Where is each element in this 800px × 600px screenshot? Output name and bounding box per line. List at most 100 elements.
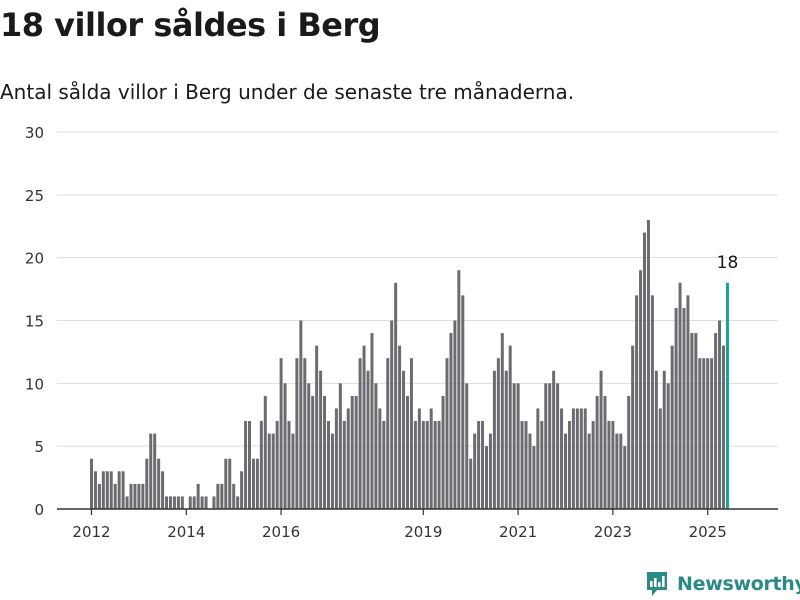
bar — [409, 358, 413, 509]
bar — [251, 458, 255, 509]
bar — [520, 421, 524, 509]
bar — [271, 433, 275, 509]
bar — [413, 421, 417, 509]
bar — [666, 383, 670, 509]
bar — [212, 496, 216, 509]
bar — [172, 496, 176, 509]
bar — [259, 421, 263, 509]
bar — [643, 232, 646, 510]
bar — [228, 458, 232, 509]
bar — [698, 358, 702, 509]
bar — [236, 496, 240, 509]
y-axis-ticks: 0 5 10 15 20 25 30 — [25, 124, 44, 519]
bar — [690, 333, 694, 509]
bar — [425, 421, 429, 509]
bar — [591, 421, 595, 509]
bar — [579, 408, 583, 509]
x-tick-label: 2021 — [499, 523, 537, 541]
bar — [307, 383, 311, 509]
bar — [374, 383, 378, 509]
bar — [587, 433, 591, 509]
bar — [528, 433, 532, 509]
bar — [646, 219, 650, 509]
bar — [232, 483, 236, 509]
bar — [583, 408, 587, 509]
bar — [244, 421, 248, 509]
bar — [453, 320, 457, 509]
bar — [394, 282, 398, 509]
bar — [445, 358, 449, 509]
bar — [169, 496, 172, 509]
bar — [607, 421, 611, 509]
y-tick-label: 10 — [25, 375, 44, 393]
bar — [224, 458, 228, 509]
bar — [248, 421, 251, 509]
bar — [473, 433, 477, 509]
bar — [157, 458, 161, 509]
x-tick-label: 2025 — [689, 523, 727, 541]
bar — [540, 421, 544, 509]
bar — [714, 333, 718, 509]
bar — [323, 395, 327, 509]
bar — [595, 395, 599, 509]
bar — [710, 358, 714, 509]
bar — [125, 496, 129, 509]
bar — [299, 320, 303, 509]
bar — [109, 471, 113, 509]
bar — [330, 433, 334, 509]
bar — [603, 395, 607, 509]
y-tick-label: 25 — [25, 187, 44, 205]
bar — [121, 471, 125, 509]
bar — [508, 345, 512, 509]
bar — [354, 395, 358, 509]
bar — [402, 370, 406, 509]
bar — [650, 295, 654, 509]
bar — [718, 320, 722, 509]
bar — [571, 408, 575, 509]
bar — [398, 345, 402, 509]
bar — [611, 421, 615, 509]
bar — [492, 370, 496, 509]
bar — [263, 395, 267, 509]
brand-name: Newsworthy — [677, 573, 800, 595]
bar — [319, 370, 323, 509]
bar — [654, 370, 658, 509]
bar — [204, 496, 208, 509]
bar — [240, 471, 244, 509]
bar — [334, 408, 338, 509]
bar — [627, 395, 631, 509]
bar — [145, 458, 149, 509]
x-tick-label: 2023 — [594, 523, 632, 541]
bar — [161, 471, 165, 509]
bar — [346, 408, 350, 509]
bar — [165, 496, 169, 509]
bar — [137, 483, 141, 509]
bar — [496, 358, 500, 509]
x-tick-label: 2014 — [167, 523, 205, 541]
x-axis: 2012 2014 2016 2019 2021 2023 2025 — [57, 508, 778, 541]
bar — [216, 483, 220, 509]
bar — [706, 358, 710, 509]
bar — [149, 433, 153, 509]
bar — [722, 345, 725, 509]
bar — [512, 383, 516, 509]
bar — [658, 408, 662, 509]
bar — [141, 483, 145, 509]
chart-title: 18 villor såldes i Berg — [0, 6, 381, 44]
y-tick-label: 0 — [34, 501, 44, 519]
bar — [382, 421, 386, 509]
bar — [275, 421, 279, 509]
bar — [662, 370, 666, 509]
x-tick-label: 2016 — [262, 523, 300, 541]
y-tick-label: 20 — [25, 250, 44, 268]
bar — [516, 383, 520, 509]
bar — [279, 358, 283, 509]
bar — [702, 358, 706, 509]
bar — [682, 307, 686, 509]
bar — [133, 483, 137, 509]
bar — [564, 433, 567, 509]
last-value-label: 18 — [717, 253, 739, 273]
bar — [267, 433, 271, 509]
bar — [117, 471, 121, 509]
newsworthy-logo: Newsworthy — [645, 570, 800, 598]
